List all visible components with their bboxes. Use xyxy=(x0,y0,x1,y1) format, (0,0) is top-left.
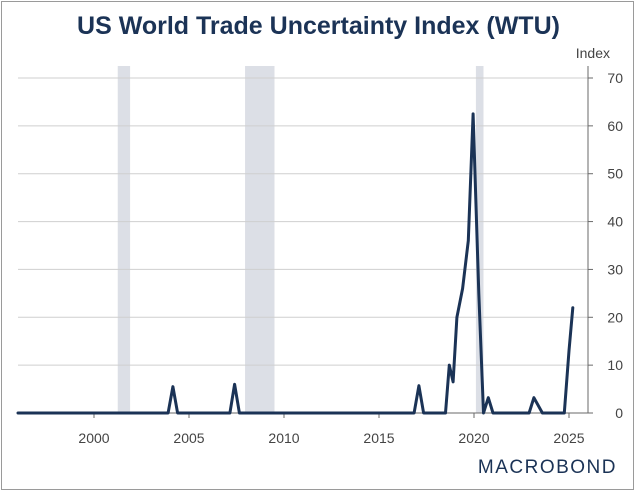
x-tick-label-2015: 2015 xyxy=(363,430,394,446)
x-tick-label-2025: 2025 xyxy=(553,430,584,446)
y-axis-label: Index xyxy=(576,45,610,61)
recession-band-1 xyxy=(245,66,275,413)
x-tick-label-2005: 2005 xyxy=(173,430,204,446)
y-tick-label-10: 10 xyxy=(607,357,623,373)
recession-band-2 xyxy=(475,66,484,413)
brand-logo: MACROBOND xyxy=(477,457,617,478)
recession-band-0 xyxy=(117,66,131,413)
y-tick-label-50: 50 xyxy=(607,166,623,182)
x-tick-label-2000: 2000 xyxy=(78,430,109,446)
y-tick-label-40: 40 xyxy=(607,214,623,230)
y-tick-label-30: 30 xyxy=(607,261,623,277)
x-tick-label-2010: 2010 xyxy=(268,430,299,446)
y-tick-label-0: 0 xyxy=(615,405,623,421)
x-tick-label-2020: 2020 xyxy=(458,430,489,446)
series-line-0 xyxy=(16,112,575,415)
y-tick-label-70: 70 xyxy=(607,70,623,86)
y-tick-label-60: 60 xyxy=(607,118,623,134)
y-tick-label-20: 20 xyxy=(607,309,623,325)
chart-title: US World Trade Uncertainty Index (WTU) xyxy=(77,12,560,40)
